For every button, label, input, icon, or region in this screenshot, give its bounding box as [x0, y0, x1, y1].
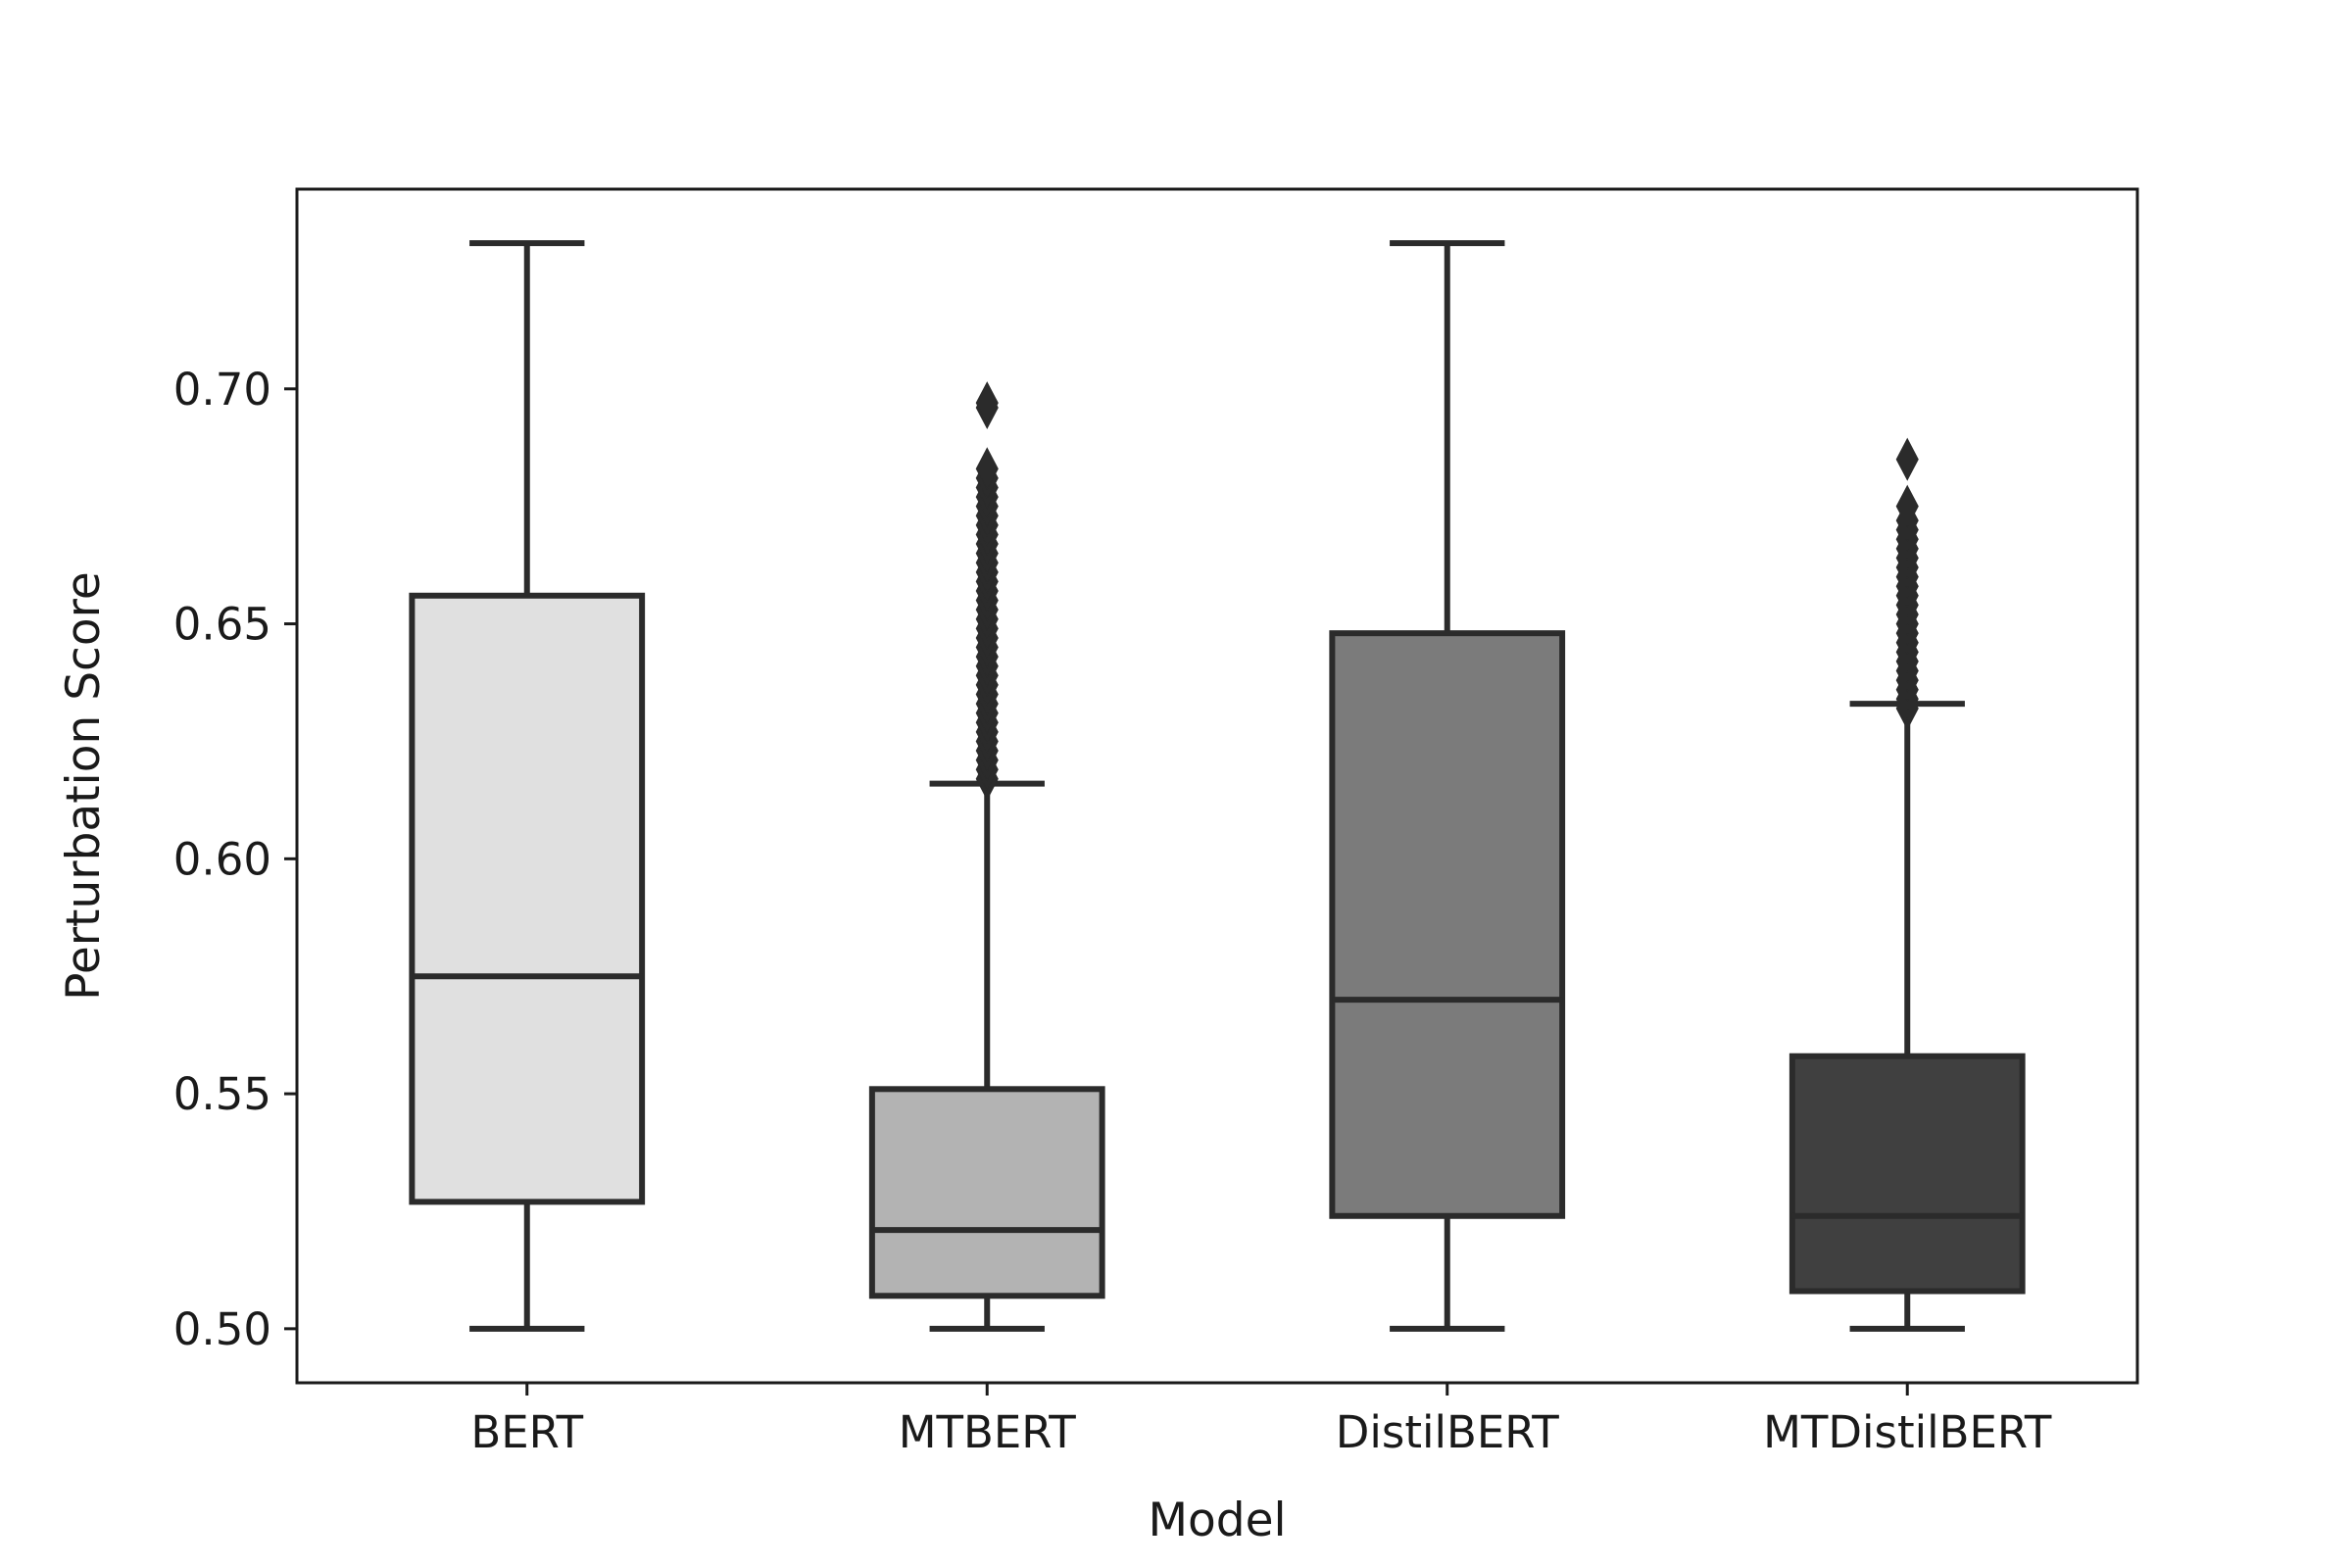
x-axis-title: Model — [1148, 1494, 1286, 1547]
box-group-mtdistilbert — [1788, 437, 2026, 1332]
box-iqr — [1329, 630, 1566, 1219]
x-axis: BERT MTBERT DistilBERT MTDistilBERT — [470, 1383, 2052, 1458]
box-iqr — [868, 1086, 1105, 1299]
outlier-marker — [975, 381, 999, 425]
y-axis: 0.50 0.55 0.60 0.65 0.70 — [173, 364, 297, 1355]
box-iqr — [409, 592, 646, 1205]
y-tick-label: 0.50 — [173, 1303, 271, 1355]
box-group-bert — [409, 240, 646, 1332]
outlier-marker — [1895, 484, 1919, 528]
y-tick-label: 0.60 — [173, 833, 271, 885]
y-tick-label: 0.70 — [173, 364, 271, 416]
x-tick-label: MTDistilBERT — [1763, 1406, 2052, 1458]
y-axis-title: Perturbation Score — [57, 571, 111, 1001]
plot-area-frame — [295, 187, 2139, 1385]
outlier-marker — [1895, 437, 1919, 481]
y-tick-label: 0.55 — [173, 1068, 271, 1120]
boxes-layer — [409, 240, 2026, 1332]
x-tick-label: DistilBERT — [1336, 1406, 1560, 1458]
box-iqr — [1788, 1053, 2026, 1295]
box-group-distilbert — [1329, 240, 1566, 1332]
box-group-mtbert — [868, 381, 1105, 1332]
y-tick-label: 0.65 — [173, 599, 271, 651]
x-tick-label: BERT — [470, 1406, 583, 1458]
x-tick-label: MTBERT — [899, 1406, 1077, 1458]
outlier-marker — [975, 447, 999, 491]
